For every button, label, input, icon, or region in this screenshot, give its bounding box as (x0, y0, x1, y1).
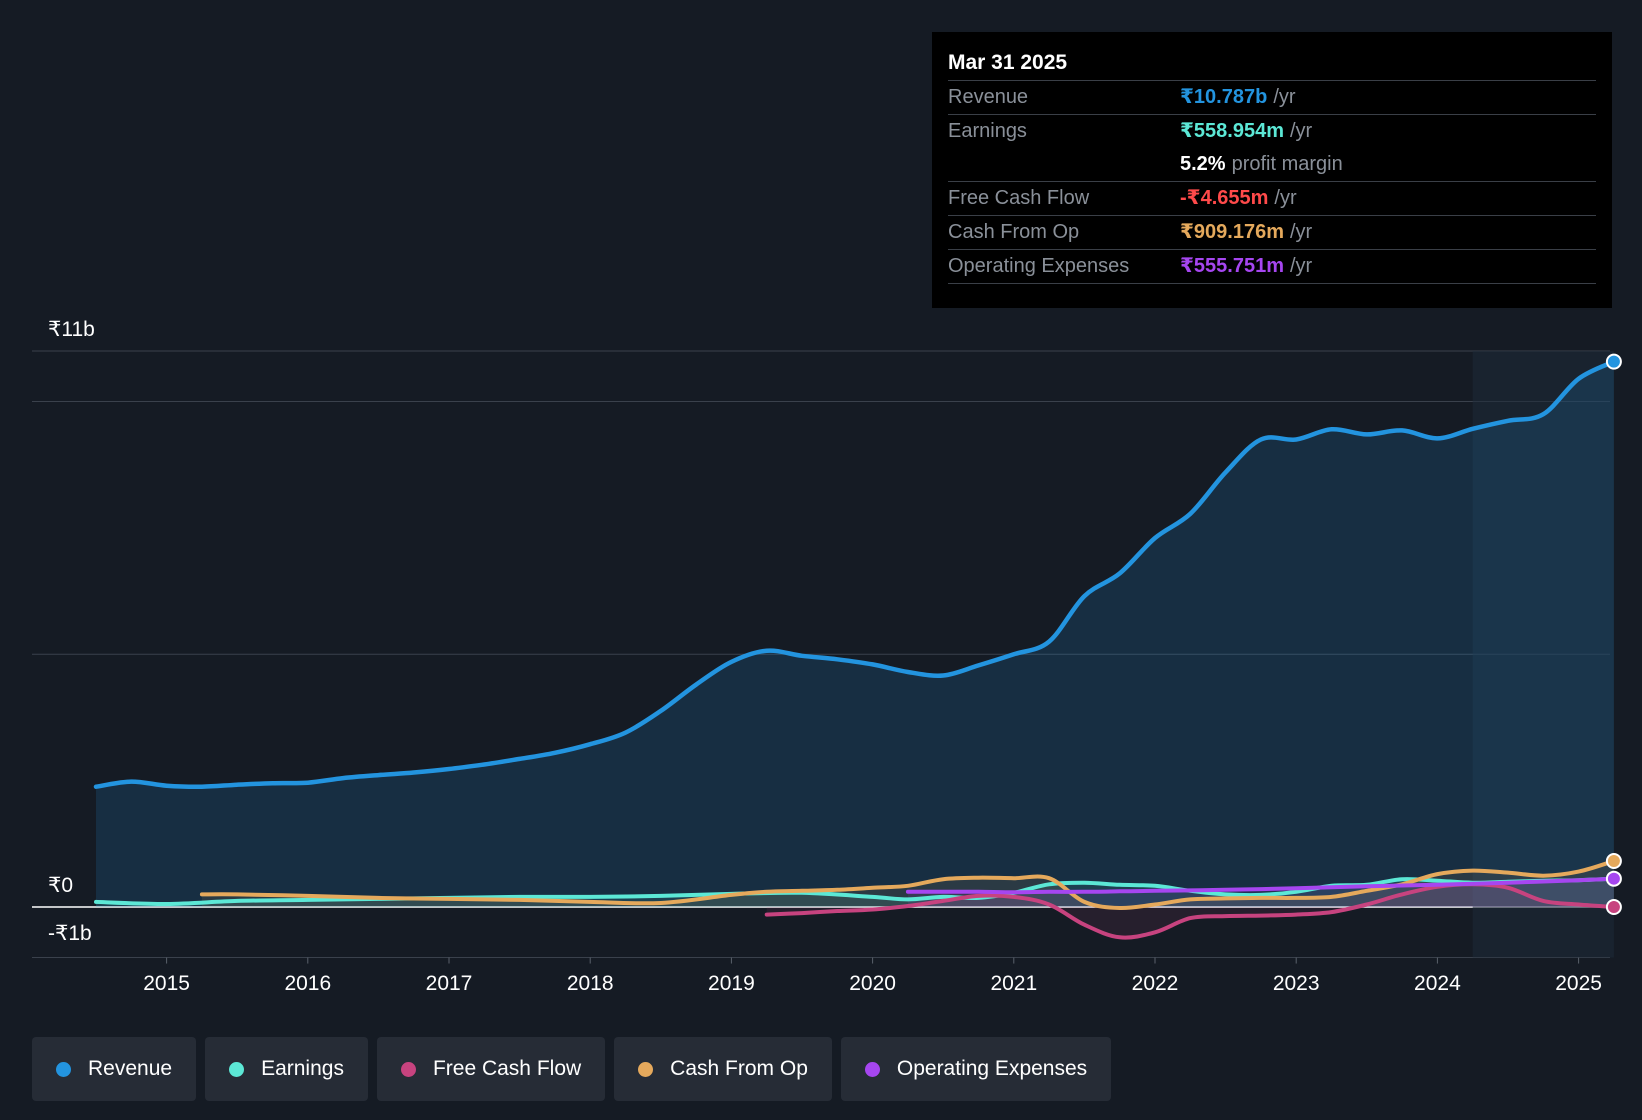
tooltip-row-cfo: Cash From Op ₹909.176m /yr (948, 215, 1596, 249)
legend-dot-icon (864, 1061, 880, 1077)
x-tick-label: 2020 (849, 972, 896, 995)
y-tick-label: ₹11b (48, 318, 95, 341)
tooltip-unit: /yr (1290, 120, 1313, 142)
legend-label: Earnings (261, 1057, 344, 1080)
x-tick-label: 2024 (1414, 972, 1461, 995)
tooltip-unit: /yr (1290, 221, 1313, 243)
x-tick-label: 2019 (708, 972, 755, 995)
fcf-end-marker (1605, 899, 1622, 915)
tooltip-value-cfo: ₹909.176m (1180, 221, 1284, 243)
tooltip-label: Cash From Op (948, 221, 1080, 243)
tooltip-label: Earnings (948, 120, 1027, 142)
x-tick-label: 2021 (990, 972, 1037, 995)
tooltip-row-margin: 5.2% profit margin (948, 148, 1596, 181)
tooltip-label: Operating Expenses (948, 255, 1130, 277)
tooltip-unit: profit margin (1231, 153, 1343, 175)
tooltip-label (948, 148, 1180, 181)
legend-label: Revenue (88, 1057, 173, 1080)
series-end-markers (1605, 353, 1622, 915)
tooltip-unit: /yr (1273, 86, 1296, 108)
legend-label: Cash From Op (670, 1057, 808, 1080)
y-axis-labels: ₹11b ₹0 -₹1b (48, 318, 95, 945)
x-tick-label: 2016 (284, 972, 331, 995)
tooltip-row-opex: Operating Expenses ₹555.751m /yr (948, 249, 1596, 284)
legend-dot-icon (56, 1061, 71, 1077)
legend-dot-icon (638, 1061, 654, 1077)
tooltip-label: Revenue (948, 86, 1029, 108)
legend-label: Operating Expenses (896, 1057, 1088, 1080)
x-tick-label: 2023 (1273, 972, 1320, 995)
legend-item-operating-expenses[interactable]: Operating Expenses (840, 1037, 1112, 1101)
cfo-line (199, 859, 1616, 911)
tooltip-row-revenue: Revenue ₹10.787b /yr (948, 80, 1596, 114)
legend-item-revenue[interactable]: Revenue (32, 1037, 197, 1101)
x-tick-label: 2018 (567, 972, 614, 995)
x-tick-label: 2025 (1555, 972, 1602, 995)
tooltip-panel: Mar 31 2025 Revenue ₹10.787b /yr Earning… (932, 32, 1612, 308)
y-tick-label: ₹0 (48, 874, 73, 897)
legend-item-free-cash-flow[interactable]: Free Cash Flow (376, 1037, 606, 1101)
tooltip-value-revenue: ₹10.787b (1180, 86, 1268, 108)
legend-dot-icon (229, 1061, 245, 1077)
tooltip-label: Free Cash Flow (948, 187, 1090, 209)
tooltip-date: Mar 31 2025 (948, 51, 1068, 74)
x-tick-label: 2022 (1132, 972, 1179, 995)
x-tick-label: 2017 (426, 972, 473, 995)
series-lines (93, 359, 1617, 940)
tooltip-row-fcf: Free Cash Flow -₹4.655m /yr (948, 181, 1596, 215)
opex-end-marker (1605, 870, 1622, 887)
opex-line (905, 876, 1616, 895)
x-tick-label: 2015 (143, 972, 190, 995)
tooltip-unit: /yr (1290, 255, 1313, 277)
legend: Revenue Earnings Free Cash Flow Cash Fro… (32, 1037, 1112, 1101)
tooltip-value-opex: ₹555.751m (1180, 255, 1284, 277)
gridlines (32, 350, 1610, 959)
legend-dot-icon (400, 1061, 416, 1077)
tooltip-unit: /yr (1274, 187, 1297, 209)
revenue-area-fill (96, 361, 1614, 908)
legend-label: Free Cash Flow (432, 1057, 582, 1080)
tooltip-value-earnings: ₹558.954m (1180, 120, 1284, 142)
tooltip-value-fcf: -₹4.655m (1180, 187, 1269, 209)
tooltip-value-margin: 5.2% (1180, 153, 1226, 175)
y-tick-label: -₹1b (48, 922, 92, 945)
cfo-end-marker (1605, 853, 1622, 870)
legend-item-earnings[interactable]: Earnings (205, 1037, 368, 1101)
revenue-end-marker (1605, 353, 1622, 370)
forecast-highlight-band (1472, 351, 1614, 958)
tooltip-row-earnings: Earnings ₹558.954m /yr (948, 114, 1596, 148)
legend-item-cash-from-op[interactable]: Cash From Op (614, 1037, 832, 1101)
revenue-area (96, 361, 1614, 938)
revenue-line (93, 359, 1617, 789)
x-axis-labels: 2015 2016 2017 2018 2019 2020 2021 2022 2023 2024… (143, 957, 1602, 995)
